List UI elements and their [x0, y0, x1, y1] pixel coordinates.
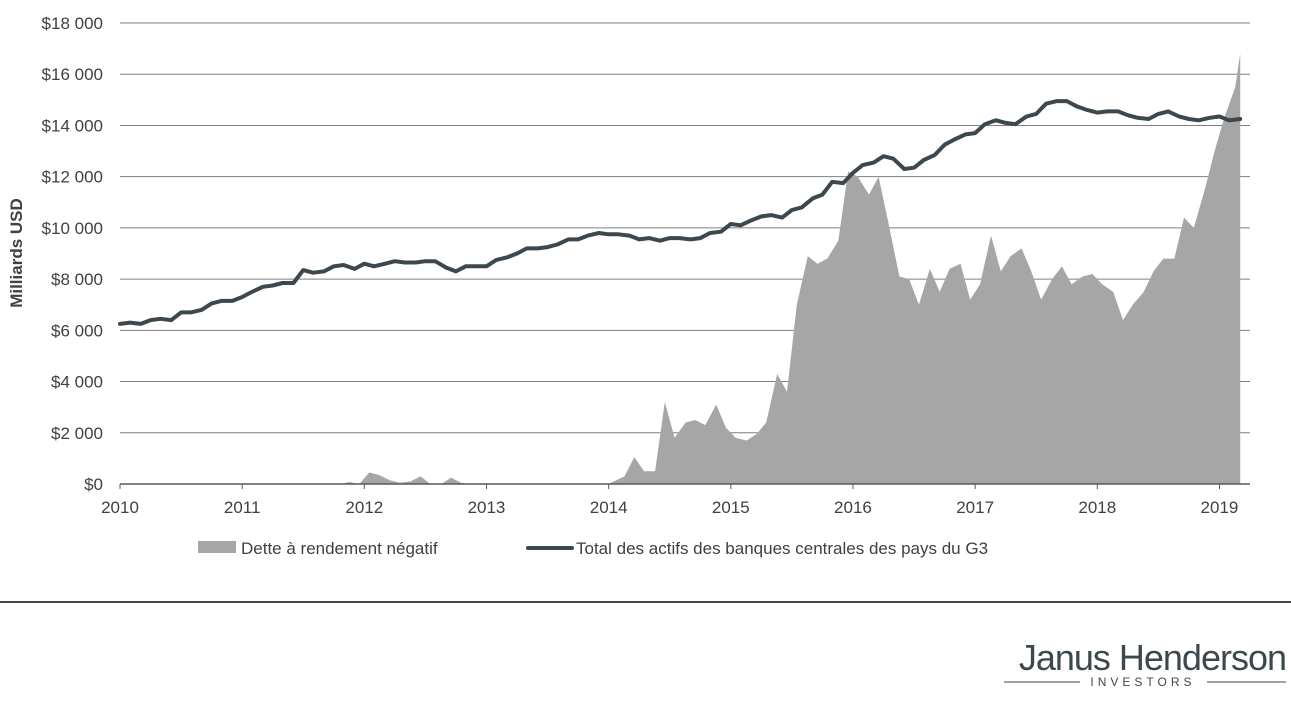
x-tick-label: 2013 [468, 498, 506, 517]
series-g3-central-bank-assets-line [118, 99, 1243, 326]
legend-label-area: Dette à rendement négatif [241, 539, 438, 558]
y-tick-label: $0 [84, 475, 103, 494]
x-tick-label: 2016 [834, 498, 872, 517]
y-axis-label: Milliards USD [7, 198, 26, 308]
y-tick-label: $18 000 [42, 14, 103, 33]
x-tick-label: 2017 [956, 498, 994, 517]
brand-tagline: INVESTORS [1090, 675, 1195, 689]
y-tick-labels: $0 $2 000 $4 000 $6 000 $8 000 $10 000 $12 000… [42, 14, 103, 494]
y-tick-label: $14 000 [42, 116, 103, 135]
legend-swatch-area [198, 541, 236, 553]
y-tick-label: $2 000 [51, 424, 103, 443]
x-tick-label: 2014 [590, 498, 628, 517]
y-tick-label: $16 000 [42, 65, 103, 84]
x-tick-label: 2012 [345, 498, 383, 517]
gridlines [120, 22, 1250, 434]
legend: Dette à rendement négatif Total des acti… [198, 539, 988, 558]
series-negative-yield-debt-area [120, 53, 1241, 484]
y-tick-label: $10 000 [42, 219, 103, 238]
y-tick-label: $12 000 [42, 168, 103, 187]
x-tick-label: 2018 [1078, 498, 1116, 517]
axes [119, 483, 1250, 489]
x-tick-label: 2019 [1201, 498, 1239, 517]
legend-label-line: Total des actifs des banques centrales d… [576, 539, 988, 558]
brand-logo: Janus Henderson INVESTORS [1004, 637, 1287, 689]
line-series-layer [118, 99, 1243, 326]
x-tick-label: 2010 [101, 498, 139, 517]
y-tick-label: $6 000 [51, 321, 103, 340]
brand-name: Janus Henderson [1019, 637, 1286, 678]
y-tick-label: $4 000 [51, 373, 103, 392]
x-tick-label: 2015 [712, 498, 750, 517]
x-tick-label: 2011 [224, 498, 261, 517]
x-tick-labels: 2010 2011 2012 2013 2014 2015 2016 2017 2018 2019 [101, 498, 1238, 517]
y-tick-label: $8 000 [51, 270, 103, 289]
area-series-layer [120, 53, 1241, 484]
